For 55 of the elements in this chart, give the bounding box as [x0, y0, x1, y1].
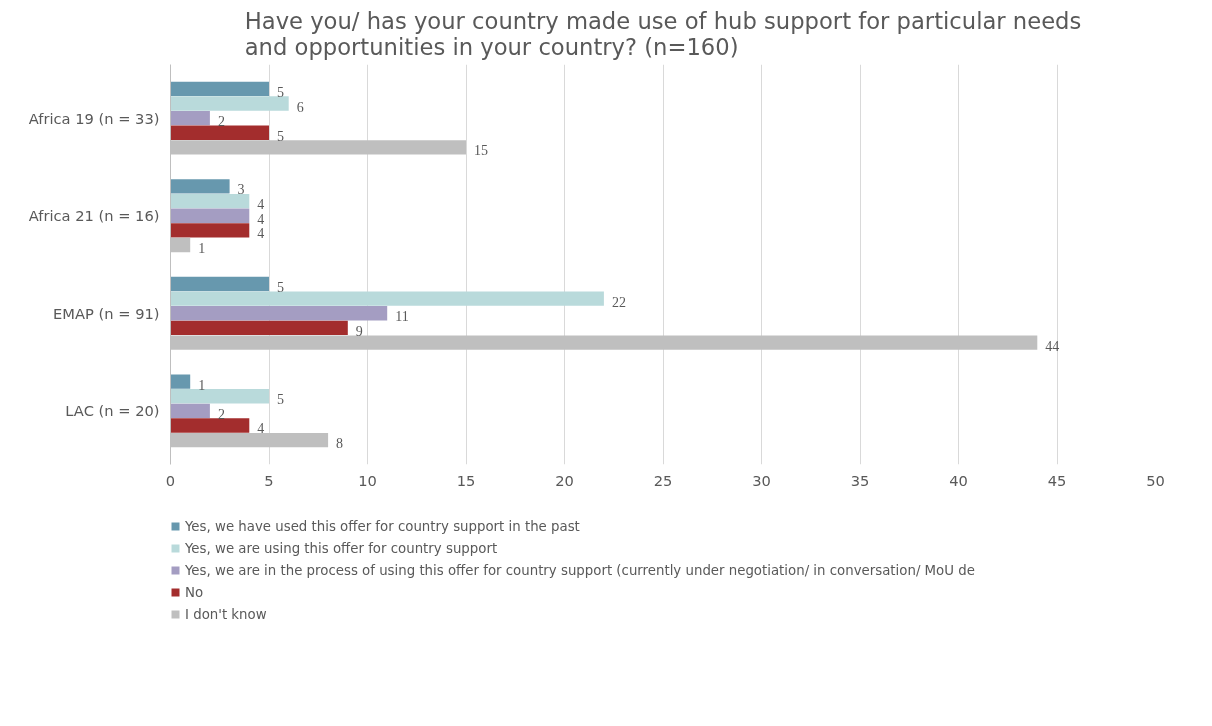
bar [170, 374, 191, 389]
data-label: 4 [257, 197, 265, 213]
y-tick-label: LAC (n = 20) [65, 402, 160, 420]
bar [170, 389, 269, 404]
bar [170, 208, 250, 223]
data-label: 5 [277, 280, 284, 296]
data-label: 4 [257, 226, 265, 242]
bar [170, 179, 230, 194]
bar [170, 276, 269, 292]
data-label: 15 [474, 143, 488, 159]
bar [170, 81, 269, 97]
bar [170, 193, 250, 209]
bar [170, 125, 269, 140]
bar [170, 96, 289, 111]
data-label: 6 [296, 99, 304, 115]
bar [170, 403, 210, 419]
bar [170, 110, 210, 126]
y-tick-label: Africa 19 (n = 33) [28, 109, 160, 127]
chart-title: Have you/ has your country made use of hub support for particular needs and opportunities in your country? (n=160) [244, 7, 1082, 60]
x-tick-label: 15 [456, 471, 476, 489]
x-tick-label: 30 [752, 471, 771, 489]
bar [170, 320, 348, 336]
bar [170, 223, 250, 238]
legend-label: No [185, 583, 205, 601]
bar [170, 306, 388, 321]
legend-label: Yes, we are using this offer for country support [185, 539, 498, 557]
data-label: 22 [611, 294, 626, 310]
data-label: 5 [277, 392, 284, 408]
legend-label: Yes, we are in the process of using this offer for country support (currently under negotiation/ in conversation/ MoU de [185, 561, 975, 579]
legend-label: I don't know [185, 605, 267, 623]
data-label: 4 [257, 211, 265, 227]
x-tick-label: 45 [1047, 471, 1067, 489]
data-label: 1 [198, 377, 206, 393]
legend-label: Yes, we have used this offer for country support in the past [185, 517, 580, 535]
y-tick-label: EMAP (n = 91) [53, 304, 160, 322]
x-tick-label: 35 [850, 471, 870, 489]
data-label: 4 [257, 421, 265, 437]
data-label: 11 [395, 309, 409, 325]
x-tick-label: 20 [555, 471, 574, 489]
x-tick-label: 40 [949, 471, 968, 489]
data-label: 5 [277, 84, 284, 100]
x-tick-label: 0 [165, 471, 176, 489]
data-label: 5 [277, 128, 284, 144]
data-label: 44 [1045, 338, 1060, 354]
x-tick-label: 50 [1146, 471, 1165, 489]
y-tick-label: Africa 21 (n = 16) [28, 207, 160, 225]
x-tick-label: 25 [653, 471, 673, 489]
x-tick-label: 10 [358, 471, 377, 489]
data-label: 8 [336, 436, 344, 452]
x-tick-label: 5 [264, 471, 274, 489]
data-label: 9 [355, 323, 363, 339]
bar [170, 418, 250, 433]
bar [170, 291, 604, 306]
data-label: 1 [198, 240, 206, 256]
data-label: 3 [237, 182, 245, 198]
